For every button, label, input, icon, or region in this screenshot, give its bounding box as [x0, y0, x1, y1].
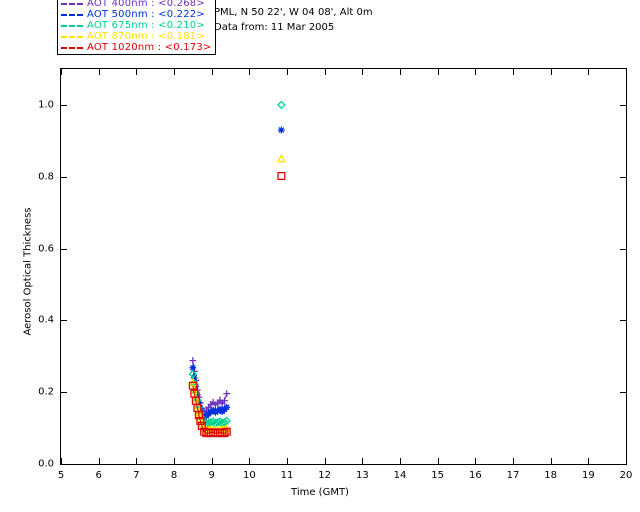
x-tick	[174, 458, 175, 464]
x-axis-title: Time (GMT)	[291, 487, 349, 498]
x-tick-label: 11	[280, 470, 294, 481]
x-tick	[437, 69, 439, 75]
x-tick	[400, 69, 401, 75]
x-tick-label: 13	[355, 470, 369, 481]
x-tick	[513, 69, 514, 75]
y-tick	[620, 176, 626, 178]
series-aot-675nm	[188, 100, 286, 429]
x-tick	[588, 69, 590, 75]
y-tick	[620, 392, 626, 394]
x-tick	[249, 69, 251, 75]
x-tick	[98, 458, 100, 464]
x-tick-label: 10	[242, 470, 256, 481]
legend-line-swatch	[61, 24, 83, 27]
legend-item-500nm: AOT 500nm : <0.222>	[61, 9, 211, 20]
x-tick-label: 8	[170, 470, 178, 481]
x-tick	[362, 458, 364, 464]
y-tick	[620, 104, 626, 106]
x-tick	[136, 458, 138, 464]
x-tick-label: 5	[57, 470, 65, 481]
x-tick	[174, 69, 175, 75]
x-tick-label: 9	[208, 470, 215, 481]
legend-label: AOT 675nm : <0.210>	[87, 19, 205, 31]
legend-item-400nm: AOT 400nm : <0.268>	[61, 0, 211, 9]
legend-item-870nm: AOT 870nm : <0.181>	[61, 31, 211, 42]
y-tick	[61, 392, 67, 394]
y-tick-label: 0.4	[38, 314, 54, 326]
y-tick	[61, 320, 67, 322]
x-tick	[626, 458, 627, 464]
site-line: PML, N 50 22', W 04 08', Alt 0m	[214, 7, 373, 18]
y-tick-label: 0.8	[38, 171, 54, 183]
x-tick-label: 17	[506, 470, 520, 481]
x-tick	[136, 69, 138, 75]
x-tick	[362, 69, 364, 75]
y-tick	[61, 104, 67, 106]
x-tick-label: 7	[133, 470, 140, 481]
plot-area	[60, 68, 627, 465]
x-tick	[437, 458, 439, 464]
x-tick-label: 15	[431, 470, 445, 481]
x-tick-label: 18	[544, 470, 558, 481]
x-tick-label: 14	[393, 470, 407, 481]
x-tick	[400, 458, 401, 464]
x-tick	[626, 69, 627, 75]
y-tick	[61, 176, 67, 178]
x-tick	[211, 69, 213, 75]
legend-item-675nm: AOT 675nm : <0.210>	[61, 20, 211, 31]
y-tick	[620, 248, 626, 250]
legend-line-swatch	[61, 2, 83, 5]
x-tick	[588, 458, 590, 464]
y-tick	[620, 320, 626, 322]
x-tick	[98, 69, 100, 75]
x-tick	[324, 458, 326, 464]
x-tick	[513, 458, 514, 464]
date-line: Data from: 11 Mar 2005	[214, 22, 335, 33]
x-tick	[61, 69, 62, 75]
y-tick-label: 0.2	[38, 386, 54, 398]
y-tick-label: 0.6	[38, 243, 54, 255]
series-aot-870nm	[188, 154, 286, 434]
x-tick	[249, 458, 251, 464]
y-tick	[620, 464, 626, 465]
x-tick	[550, 458, 552, 464]
series-aot-1020nm	[188, 171, 286, 438]
x-tick-label: 6	[95, 470, 102, 481]
x-tick	[211, 458, 213, 464]
x-tick	[287, 458, 288, 464]
series-aot-400nm	[189, 357, 231, 417]
legend-label: AOT 870nm : <0.181>	[87, 30, 205, 42]
x-tick	[475, 69, 477, 75]
x-tick	[324, 69, 326, 75]
x-tick-label: 20	[619, 470, 633, 481]
y-tick-label: 0.0	[38, 458, 54, 470]
y-tick	[61, 464, 67, 465]
legend-label: AOT 500nm : <0.222>	[87, 8, 205, 20]
legend-item-1020nm: AOT 1020nm : <0.173>	[61, 42, 211, 53]
data-layer	[188, 100, 286, 438]
x-tick	[61, 458, 62, 464]
x-tick-label: 19	[581, 470, 595, 481]
header-annotation: PML, N 50 22', W 04 08', Alt 0m Data fro…	[214, 5, 373, 35]
legend-line-swatch	[61, 35, 83, 38]
x-tick	[550, 69, 552, 75]
legend-label: AOT 1020nm : <0.173>	[87, 41, 212, 53]
y-axis-title: Aerosol Optical Thickness	[22, 207, 34, 336]
y-tick	[61, 248, 67, 250]
legend-label: AOT 400nm : <0.268>	[87, 0, 205, 9]
legend: AOT 400nm : <0.268> AOT 500nm : <0.222> AO…	[57, 0, 217, 55]
y-tick-label: 1.0	[38, 99, 54, 111]
legend-line-swatch	[61, 46, 83, 49]
x-tick-label: 16	[468, 470, 482, 481]
x-tick	[287, 69, 288, 75]
series-aot-500nm	[189, 126, 285, 421]
x-tick	[475, 458, 477, 464]
legend-line-swatch	[61, 13, 83, 16]
x-tick-label: 12	[318, 470, 332, 481]
